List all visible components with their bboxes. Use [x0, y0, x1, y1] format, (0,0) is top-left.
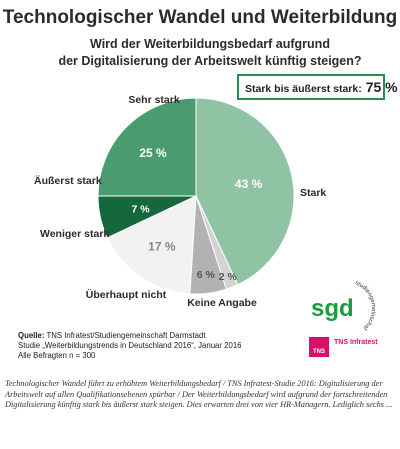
article-caption: Technologischer Wandel führt zu erhöhtem… [5, 379, 393, 410]
pie-slice-sehr-stark [97, 97, 197, 197]
category-label-stark: Stark [300, 187, 326, 199]
source-text-1: TNS Infratest/Studiengemeinschaft Darmst… [46, 331, 206, 340]
pie-chart: 43 % 2 %6 % 17 % 7 % 25 % Stark Keine Angabe Ü… [34, 94, 326, 309]
tns-logo: TNS [309, 337, 329, 357]
source-line-1: Quelle: TNS Infratest/Studiengemeinschaf… [18, 331, 242, 341]
callout-label: Stark bis äußerst stark: [245, 83, 362, 95]
source-label: Quelle: [18, 331, 45, 340]
value-label-sehr-stark: 25 % [139, 146, 167, 160]
source-line-3: Alle Befragten n = 300 [18, 351, 96, 360]
tns-logo-label: TNS Infratest [334, 339, 378, 346]
category-label-aeusserst-stark: Äußerst stark [34, 174, 102, 187]
pie-value-labels: 43 % 2 %6 % 17 % 7 % 25 % [131, 146, 262, 283]
value-label-aeusserst-stark: 7 % [131, 203, 150, 215]
category-label-weniger-stark: Weniger stark [40, 228, 109, 240]
value-label-keine-angabe: 2 % [219, 271, 238, 283]
pie-category-labels: Stark Keine Angabe Überhaupt nicht Weniger … [34, 94, 326, 309]
source-note: Quelle: TNS Infratest/Studiengemeinschaf… [18, 331, 242, 361]
chart-title: Technologischer Wandel und Weiterbildung [2, 7, 398, 28]
survey-question: Wird der Weiterbildungsbedarf aufgrund d… [40, 36, 380, 70]
pie-slices [97, 97, 295, 295]
category-label-ueberhaupt-nicht: Überhaupt nicht [86, 288, 167, 301]
infographic: Technologischer Wandel und Weiterbildung… [2, 7, 398, 361]
summary-callout: Stark bis äußerst stark: 75 % [237, 74, 398, 100]
category-label-sehr-stark: Sehr stark [128, 94, 180, 106]
sgd-logo-text: sgd [311, 295, 354, 322]
value-label-ueberhaupt-nicht: 6 % [197, 269, 216, 281]
value-label-stark: 43 % [235, 177, 263, 191]
sgd-logo: sgd studiengemeinschaft darmstadt [305, 278, 376, 331]
pie-slice-weniger-stark [106, 195, 197, 295]
value-label-weniger-stark: 17 % [148, 239, 176, 253]
source-line-2: Studie „Weiterbildungstrends in Deutschl… [18, 341, 242, 350]
question-line-1: Wird der Weiterbildungsbedarf aufgrund [90, 37, 330, 51]
category-label-keine-angabe: Keine Angabe [187, 297, 257, 309]
question-line-2: der Digitalisierung der Arbeitswelt künf… [58, 54, 362, 68]
pie-slice-stark [195, 97, 295, 286]
callout-value: 75 % [365, 79, 398, 95]
